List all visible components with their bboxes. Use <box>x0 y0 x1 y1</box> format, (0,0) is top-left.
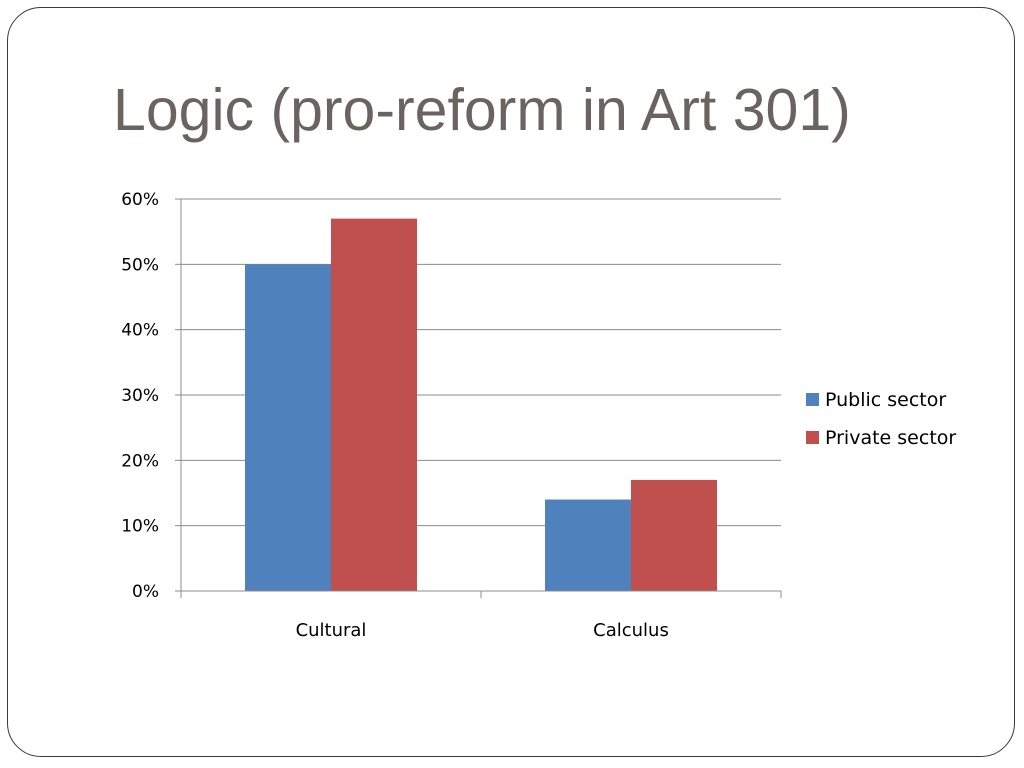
bar-public-sector-calculus <box>545 499 631 591</box>
slide-title: Logic (pro-reform in Art 301) <box>113 77 851 143</box>
y-tick-label: 0% <box>132 582 159 602</box>
axes: 0% 10% 20% 30% 40% 50% 60% Cultural Calculus <box>121 190 782 641</box>
legend-swatch <box>806 393 819 406</box>
y-tick-label: 40% <box>121 321 159 341</box>
bar-private-sector-calculus <box>631 479 717 591</box>
bar-private-sector-cultural <box>331 218 417 591</box>
x-category-label: Calculus <box>593 620 669 641</box>
y-tick-label: 20% <box>121 451 159 471</box>
y-tick-label: 50% <box>121 255 159 275</box>
y-tick-label: 60% <box>121 190 159 210</box>
bars <box>245 218 717 591</box>
legend-label: Private sector <box>825 427 956 449</box>
y-tick-label: 30% <box>121 386 159 406</box>
legend-label: Public sector <box>825 389 946 411</box>
slide-frame <box>7 7 1015 757</box>
x-category-label: Cultural <box>296 620 367 641</box>
bar-public-sector-cultural <box>245 264 331 591</box>
y-tick-label: 10% <box>121 517 159 537</box>
legend: Public sector Private sector <box>806 389 956 449</box>
legend-swatch <box>806 431 819 444</box>
